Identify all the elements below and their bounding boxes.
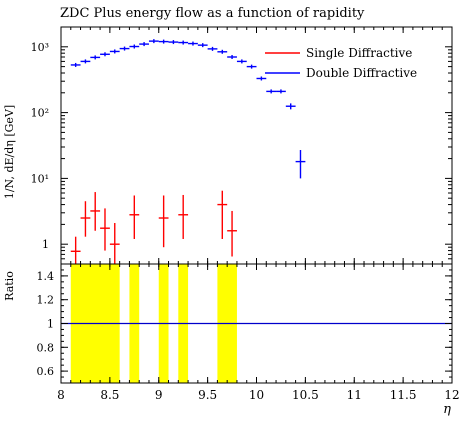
x-tick-label: 9.5	[198, 388, 217, 402]
x-axis-ticks: 8 8.5 9 9.5 10 10.5 11 11.5 12	[57, 27, 460, 402]
x-axis-label: η	[443, 402, 451, 417]
x-tick-label: 11.5	[390, 388, 417, 402]
x-tick-label: 10.5	[292, 388, 319, 402]
ratio-y-tick-label: 1	[47, 318, 54, 331]
x-tick-label: 8.5	[100, 388, 119, 402]
ratio-y-tick-label: 0.6	[37, 365, 55, 378]
ratio-y-tick-label: 0.8	[37, 341, 55, 354]
x-tick-label: 11	[347, 388, 362, 402]
ratio-y-ticks: 0.6 0.8 1 1.2 1.4	[37, 263, 452, 384]
main-series	[70, 39, 306, 268]
legend-label-single-diffractive: Single Diffractive	[306, 46, 412, 60]
x-tick-label: 8	[57, 388, 65, 402]
y-tick-label: 10²	[31, 107, 49, 120]
y-tick-label: 1	[42, 238, 49, 251]
main-y-ticks: 1 10¹ 10² 10³	[31, 26, 452, 265]
ratio-y-tick-label: 1.2	[37, 294, 55, 307]
ratio-y-axis-label: Ratio	[3, 271, 16, 301]
x-tick-label: 9	[155, 388, 163, 402]
ratio-y-tick-label: 1.4	[37, 270, 55, 283]
ratio-panel: 0.6 0.8 1 1.2 1.4 Ratio	[3, 263, 453, 384]
y-tick-label: 10³	[31, 41, 49, 54]
y-tick-label: 10¹	[31, 172, 49, 185]
legend: Single Diffractive Double Diffractive	[265, 46, 417, 80]
legend-label-double-diffractive: Double Diffractive	[306, 66, 417, 80]
x-tick-label: 12	[444, 388, 459, 402]
x-tick-label: 10	[249, 388, 264, 402]
main-panel: 1 10¹ 10² 10³ Single Diffractive Double Diff…	[3, 26, 453, 268]
main-y-axis-label: 1/N, dE/dη [GeV]	[3, 105, 16, 199]
main-plot-frame	[60, 26, 453, 265]
chart-title: ZDC Plus energy flow as a function of ra…	[60, 6, 365, 21]
